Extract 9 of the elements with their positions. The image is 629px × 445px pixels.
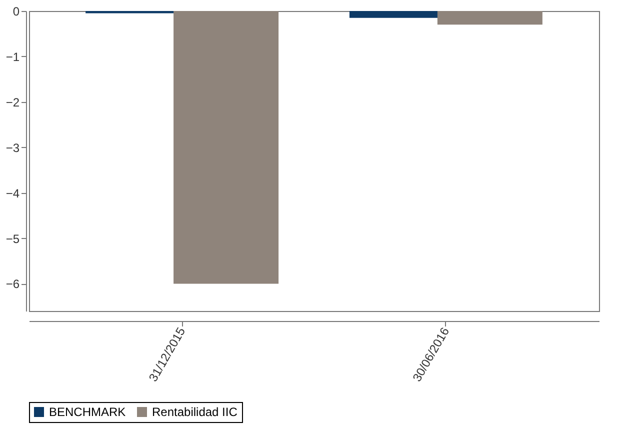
legend-label: BENCHMARK — [49, 405, 126, 419]
y-tick-label: −5 — [6, 232, 20, 246]
y-tick-label: −2 — [6, 95, 20, 110]
y-tick-label: 0 — [12, 4, 20, 18]
y-tick-label: −6 — [6, 277, 20, 292]
y-tick-label: −1 — [6, 50, 20, 64]
legend-label: Rentabilidad IIC — [152, 405, 238, 419]
y-tick-label: −4 — [6, 186, 20, 200]
y-tick-label: −3 — [6, 140, 20, 155]
